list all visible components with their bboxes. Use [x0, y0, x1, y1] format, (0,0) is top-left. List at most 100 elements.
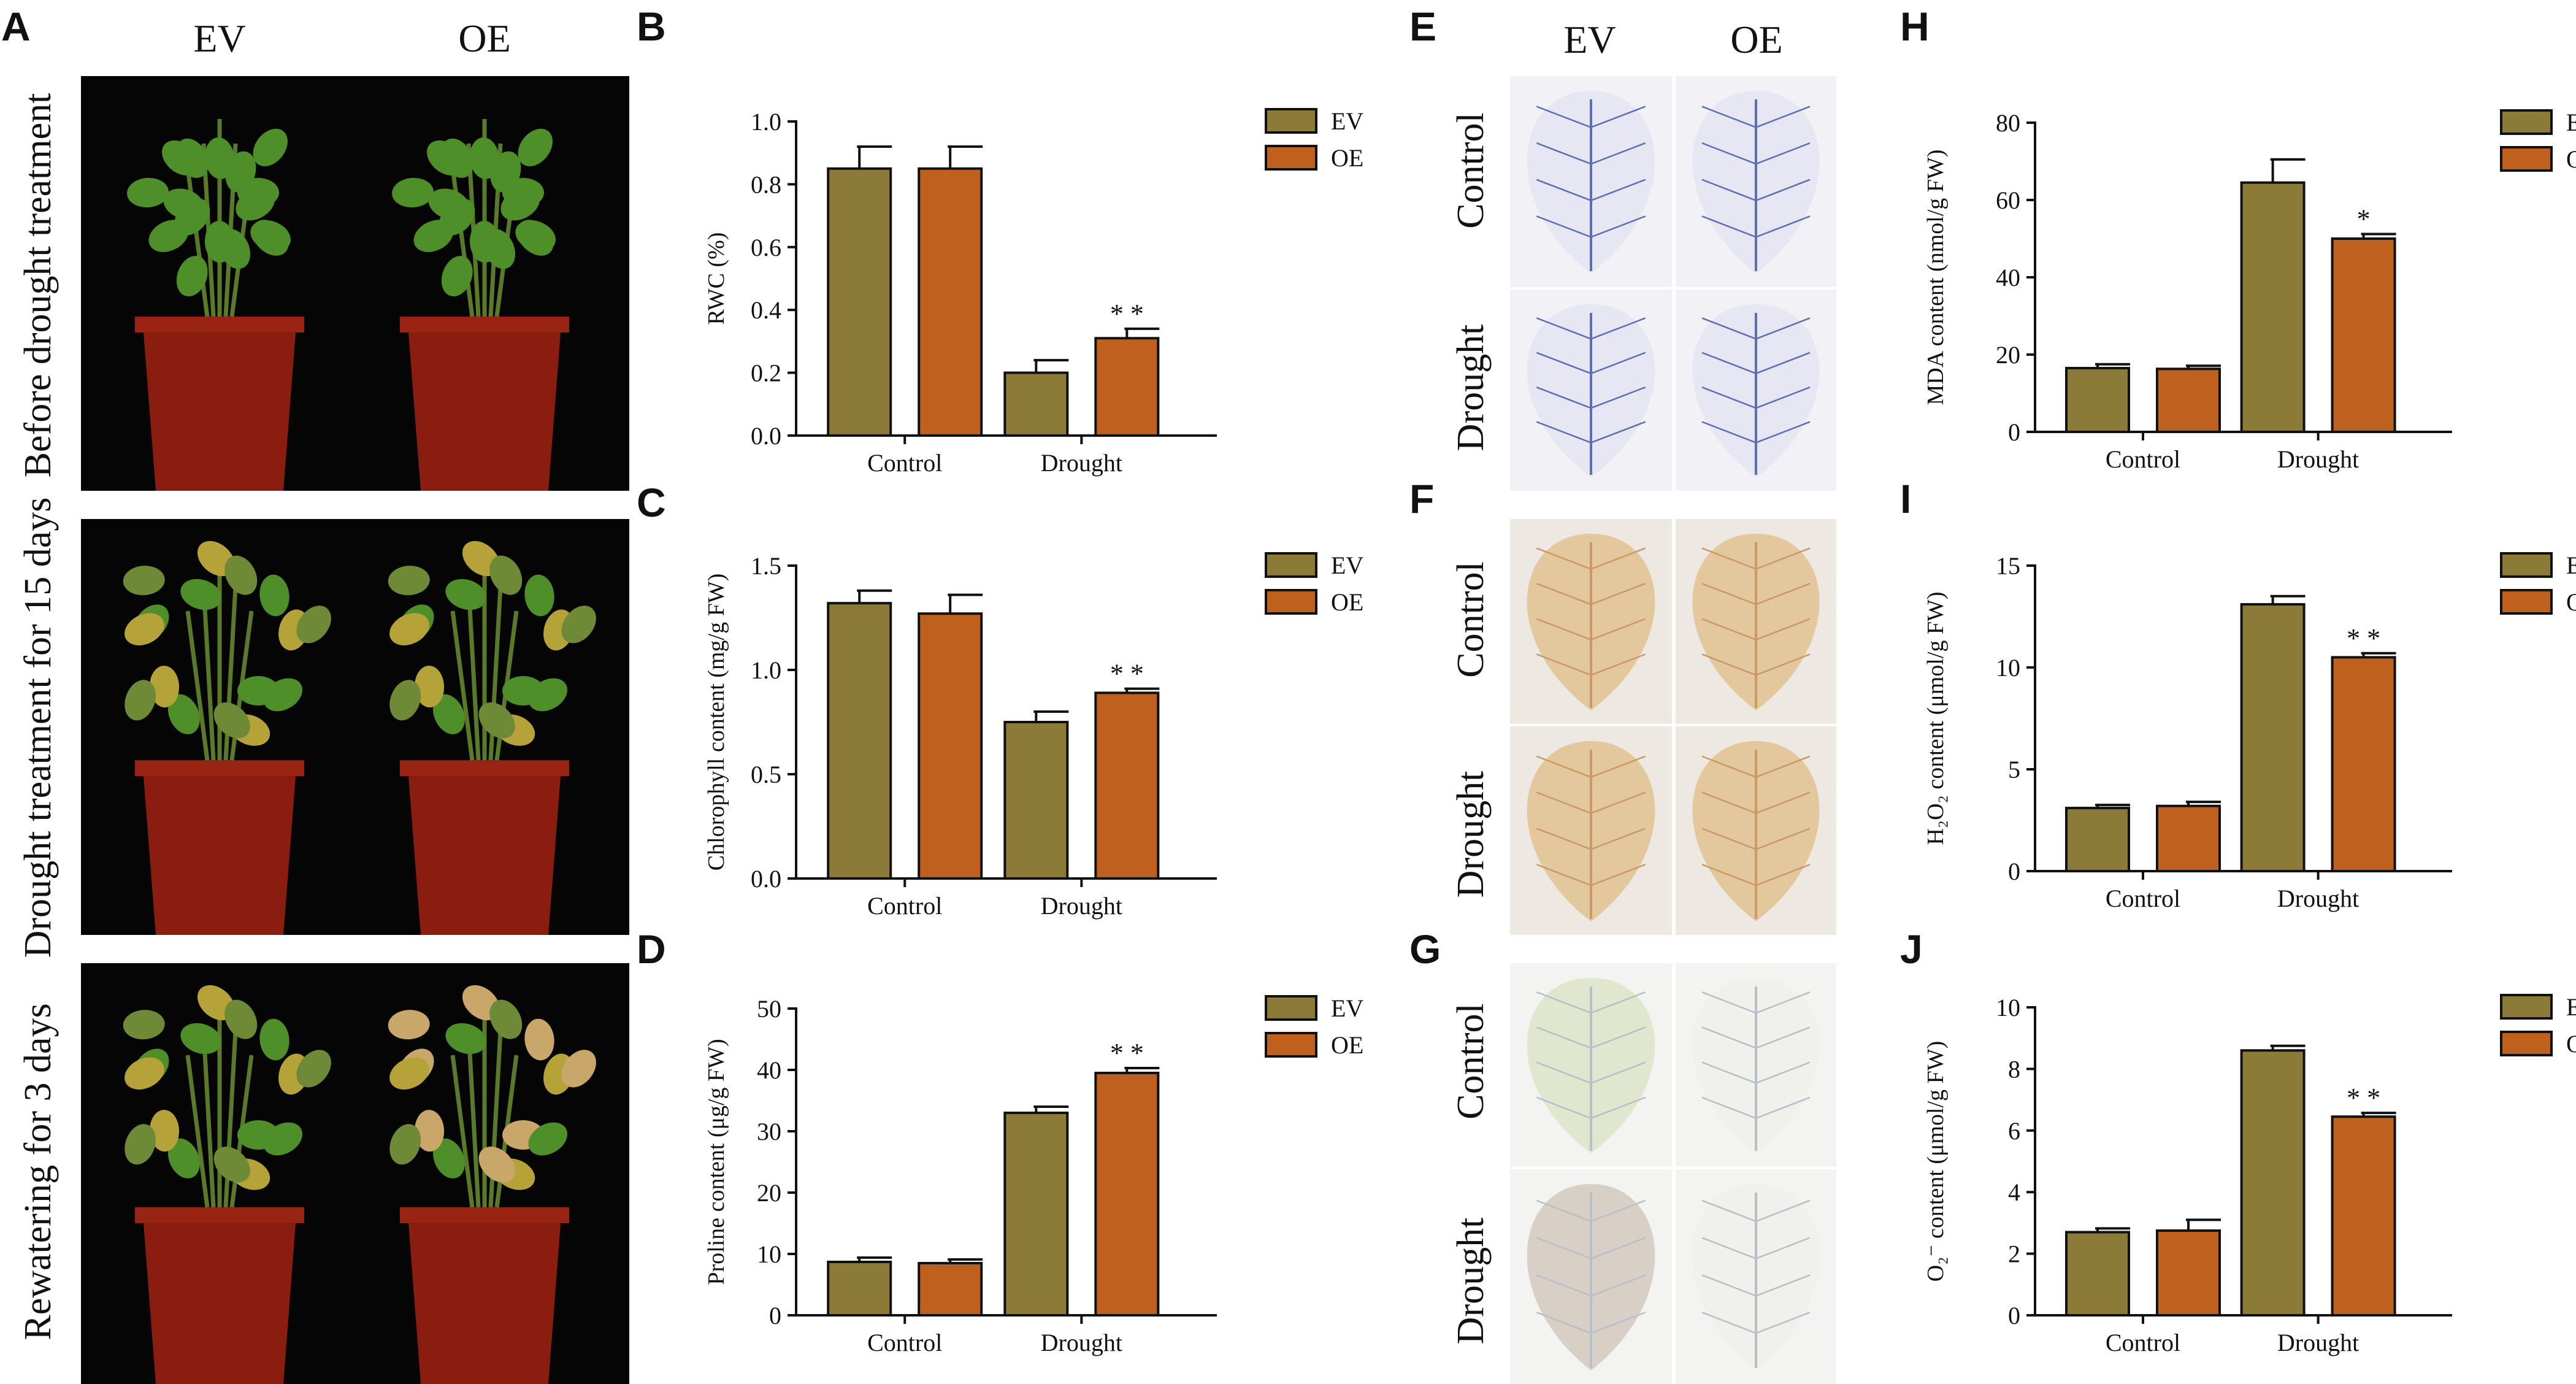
leaf-vein-icon — [1755, 864, 1811, 886]
leaf-vein-icon — [1701, 317, 1757, 340]
bar-oe-control — [918, 612, 983, 880]
x-tick-label: Drought — [2277, 1329, 2359, 1356]
leaf-vein-icon — [1536, 215, 1592, 238]
leaf-vein-icon — [1755, 317, 1811, 340]
panel-label-g: G — [1409, 926, 1441, 972]
bar-oe-control — [918, 167, 983, 437]
leaf-vein-icon — [1590, 653, 1646, 676]
leaf-vein-icon — [1590, 618, 1646, 640]
leaf-vein-icon — [1590, 1026, 1646, 1049]
legend-label-oe: OE — [2566, 588, 2576, 616]
panel-a-row-rewater: Rewatering for 3 days — [17, 1003, 59, 1340]
panel-a-column-ev: EV — [193, 17, 245, 60]
leaf-vein-icon — [1536, 583, 1592, 606]
plant-icon — [123, 540, 331, 761]
panel-a-row-drought: Drought treatment for 15 days — [17, 498, 59, 958]
y-axis-label: Proline content (μg/g FW) — [703, 1039, 729, 1285]
x-tick-label: Control — [867, 892, 942, 920]
leaf-vein-icon — [1590, 421, 1646, 444]
x-tick-label: Control — [867, 449, 942, 477]
leaf-vein-icon — [1590, 755, 1646, 778]
leaf-vein-icon — [1536, 386, 1592, 409]
x-tick-label: Drought — [2277, 445, 2359, 473]
panel-g-row-drought: Drought — [1450, 1218, 1492, 1345]
panel-label-c: C — [637, 480, 666, 525]
leaf-vein-icon — [1755, 828, 1811, 850]
panel-e-column-ev: EV — [1563, 18, 1616, 61]
y-tick-label: 20 — [1996, 341, 2020, 369]
leaf-vein-icon — [1536, 1237, 1592, 1259]
legend-label-oe: OE — [1331, 1031, 1363, 1059]
bar-ev-control — [2065, 1231, 2130, 1317]
plant-icon — [392, 119, 556, 317]
significance-marker: * * — [1110, 299, 1144, 329]
significance-marker: * * — [1110, 659, 1144, 689]
panel-e-row-drought: Drought — [1450, 325, 1492, 452]
leaf-vein-icon — [1701, 828, 1757, 850]
leaf-vein-icon — [1701, 618, 1757, 640]
legend-swatch-oe — [2500, 1031, 2553, 1056]
y-tick-label: 10 — [1996, 654, 2020, 682]
leaf-vein-icon — [1701, 1237, 1757, 1259]
bar-oe-control — [2156, 1229, 2221, 1317]
x-tick-label: Control — [2106, 885, 2180, 912]
leaf-vein-icon — [1755, 1237, 1811, 1259]
leaf-vein-icon — [1755, 755, 1811, 778]
y-tick-label: 6 — [2008, 1117, 2020, 1145]
panel-f-row-drought: Drought — [1450, 771, 1492, 898]
bar-oe-drought — [2331, 237, 2396, 433]
legend-swatch-ev — [2500, 552, 2553, 578]
legend-swatch-oe — [2500, 146, 2553, 172]
leaf-vein-icon — [1536, 1026, 1592, 1049]
leaf-vein-icon — [1590, 215, 1646, 238]
bar-oe-control — [2156, 367, 2221, 433]
legend-label-oe: OE — [1331, 144, 1363, 172]
leaf-vein-icon — [1755, 653, 1811, 676]
chart-d-proline: 0 10 20 30 40 50 Proline content (μg/g FW) Cont… — [703, 994, 1363, 1356]
leaf-vein-icon — [1701, 755, 1757, 778]
chart-c-chlorophyll: 0.0 0.5 1.0 1.5 Chlorophyll content (mg/g FW… — [703, 552, 1363, 920]
bar-ev-drought — [1003, 371, 1069, 437]
bar-oe-drought — [2331, 1115, 2396, 1317]
leaf-vein-icon — [1536, 1061, 1592, 1084]
leaf-vein-icon — [1590, 1199, 1646, 1222]
y-tick-label: 60 — [1996, 186, 2020, 214]
y-tick-label: 10 — [757, 1240, 781, 1268]
significance-marker: * — [2357, 204, 2371, 234]
bar-ev-control — [2065, 367, 2130, 433]
leaf-vein-icon — [1536, 618, 1592, 640]
x-tick-label: Drought — [2277, 885, 2359, 912]
leaf-vein-icon — [1701, 421, 1757, 444]
leaf-vein-icon — [1755, 386, 1811, 409]
leaf-vein-icon — [1701, 1026, 1757, 1049]
panel-a-column-oe: OE — [458, 17, 510, 60]
leaf-vein-icon — [1590, 991, 1646, 1014]
y-tick-label: 1.5 — [751, 552, 781, 580]
legend-label-ev: EV — [1331, 552, 1363, 579]
leaf-vein-icon — [1701, 1199, 1757, 1222]
bar-oe-drought — [1094, 691, 1160, 880]
leaf-vein-icon — [1590, 386, 1646, 409]
leaf-vein-icon — [1755, 179, 1811, 201]
y-tick-label: 0.2 — [751, 359, 781, 387]
leaf-vein-icon — [1701, 1312, 1757, 1334]
panel-f-row-control: Control — [1450, 561, 1492, 677]
leaf-vein-icon — [1536, 421, 1592, 444]
bar-ev-drought — [2240, 603, 2306, 873]
y-tick-label: 1.0 — [751, 108, 781, 136]
leaf-vein-icon — [1701, 386, 1757, 409]
panel-label-e: E — [1409, 4, 1436, 49]
leaf-vein-icon — [1536, 791, 1592, 814]
panel-label-i: I — [1900, 476, 1911, 521]
pot-icon — [135, 1207, 304, 1384]
leaf-vein-icon — [1755, 142, 1811, 165]
plant-icon — [127, 119, 291, 317]
y-tick-label: 0 — [2008, 1302, 2020, 1329]
plant-icon — [388, 985, 596, 1208]
y-axis-label: O₂⁻ content (μmol/g FW) — [1923, 1041, 1949, 1282]
leaf-vein-icon — [1701, 1096, 1757, 1119]
x-tick-label: Drought — [1041, 449, 1122, 477]
leaf-vein-icon — [1590, 352, 1646, 374]
y-tick-label: 5 — [2008, 756, 2020, 783]
leaf-vein-icon — [1536, 142, 1592, 165]
